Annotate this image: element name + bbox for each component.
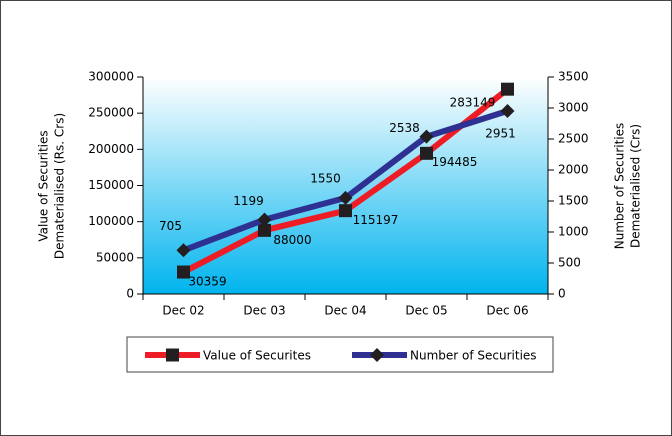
data-label: 1550 <box>310 171 341 185</box>
y-tick-label: 100000 <box>88 214 134 228</box>
x-tick-label: Dec 03 <box>243 304 285 318</box>
data-label: 1199 <box>233 194 264 208</box>
point-marker <box>177 265 190 279</box>
point-marker <box>258 223 271 237</box>
point-marker <box>500 104 515 119</box>
y-tick-label: 50000 <box>96 250 134 264</box>
legend-label: Number of Securities <box>410 349 537 363</box>
y-tick-label: 150000 <box>88 178 134 192</box>
x-tick-label: Dec 04 <box>324 304 366 318</box>
point-marker <box>338 190 353 205</box>
data-label: 283149 <box>450 96 496 110</box>
y2-tick-label: 2500 <box>558 132 589 146</box>
data-label: 705 <box>159 219 182 233</box>
point-marker <box>419 129 434 144</box>
y-tick-label: 200000 <box>88 142 134 156</box>
y2-tick-label: 2000 <box>558 163 589 177</box>
y2-tick-label: 0 <box>558 287 566 301</box>
y2-tick-label: 1000 <box>558 225 589 239</box>
legend-label: Value of Securites <box>203 349 311 363</box>
point-marker <box>257 212 272 227</box>
legend-marker <box>166 348 179 362</box>
point-marker <box>501 82 514 96</box>
y-tick-label: 300000 <box>88 70 134 84</box>
data-label: 2951 <box>485 127 516 141</box>
data-label: 88000 <box>273 233 311 247</box>
x-tick-label: Dec 02 <box>162 304 204 318</box>
y2-tick-label: 1500 <box>558 194 589 208</box>
y2-tick-label: 3000 <box>558 101 589 115</box>
y2-axis-label: Number of Securities <box>613 123 627 250</box>
y-tick-label: 0 <box>126 287 134 301</box>
data-label: 115197 <box>353 213 399 227</box>
y2-tick-label: 3500 <box>558 70 589 84</box>
legend-marker <box>370 348 384 362</box>
x-tick-label: Dec 06 <box>486 304 528 318</box>
data-label: 30359 <box>188 275 226 289</box>
point-marker <box>339 204 352 218</box>
y2-axis-label: Dematerialised (Crs) <box>629 124 643 248</box>
y-tick-label: 250000 <box>88 106 134 120</box>
data-label: 2538 <box>389 121 420 135</box>
point-marker <box>420 146 433 160</box>
y-axis-label: Value of Securities <box>37 130 51 241</box>
x-tick-label: Dec 05 <box>405 304 447 318</box>
data-label: 194485 <box>432 155 478 169</box>
y2-tick-label: 500 <box>558 256 581 270</box>
y-axis-label: Dematerialised (Rs. Crs) <box>53 113 67 259</box>
point-marker <box>176 243 191 258</box>
